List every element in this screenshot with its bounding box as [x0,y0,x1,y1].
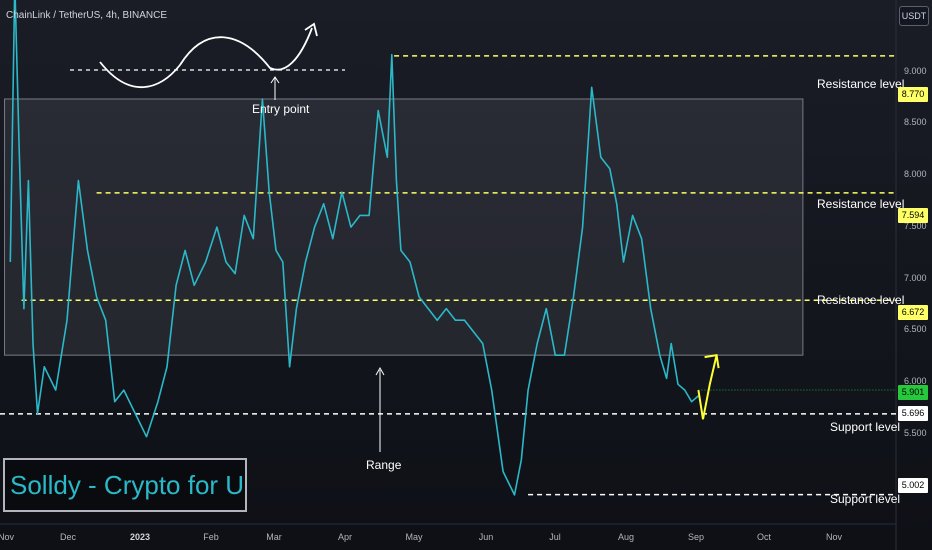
projection-path [697,354,718,420]
y-tick-8000: 8.000 [904,169,927,179]
price-tag-7594: 7.594 [898,208,928,223]
currency-button[interactable]: USDT [899,6,929,26]
x-tick-oct: Oct [756,532,772,542]
y-tick-7000: 7.000 [904,273,927,283]
support-label-low: Support level [830,492,901,506]
resistance-label-high: Resistance level [817,77,905,91]
y-tick-6000: 6.000 [904,376,927,386]
price-series-line [9,0,699,496]
entry-pointer-head [270,76,280,84]
symbol-title: ChainLink / TetherUS, 4h, BINANCE [6,10,168,21]
watermark-text: Solldy - Crypto for U [3,458,247,512]
inset-wave-path [99,27,313,89]
support-label-high: Support level [830,420,901,434]
price-tag-6672: 6.672 [898,305,928,320]
y-tick-7500: 7.500 [904,221,927,231]
price-tag-current-5901: 5.901 [898,385,928,400]
inset-wave-arrowhead [304,22,318,37]
x-tick-nov: Nov [0,532,15,542]
range-box [4,98,804,356]
resistance-label-mid: Resistance level [817,197,905,211]
projection-arrowhead [704,354,720,369]
y-tick-9000: 9.000 [904,66,927,76]
y-tick-6500: 6.500 [904,324,927,334]
x-tick-nov2: Nov [825,532,843,542]
x-tick-sep: Sep [687,532,705,542]
x-tick-may: May [405,532,423,542]
x-tick-dec: Dec [59,532,77,542]
x-tick-aug: Aug [617,532,635,542]
x-tick-jun: Jun [478,532,494,542]
x-tick-mar: Mar [266,532,282,542]
entry-point-label: Entry point [252,102,310,116]
price-tag-5002: 5.002 [898,478,928,493]
price-tag-5696: 5.696 [898,406,928,421]
x-tick-feb: Feb [203,532,219,542]
y-tick-5500: 5.500 [904,428,927,438]
resistance-label-low: Resistance level [817,293,905,307]
range-pointer-head [375,366,385,376]
x-tick-jul: Jul [549,532,561,542]
price-tag-8770: 8.770 [898,87,928,102]
range-label: Range [366,458,402,472]
x-tick-2023: 2023 [129,532,151,542]
x-tick-apr: Apr [337,532,353,542]
y-tick-8500: 8.500 [904,117,927,127]
